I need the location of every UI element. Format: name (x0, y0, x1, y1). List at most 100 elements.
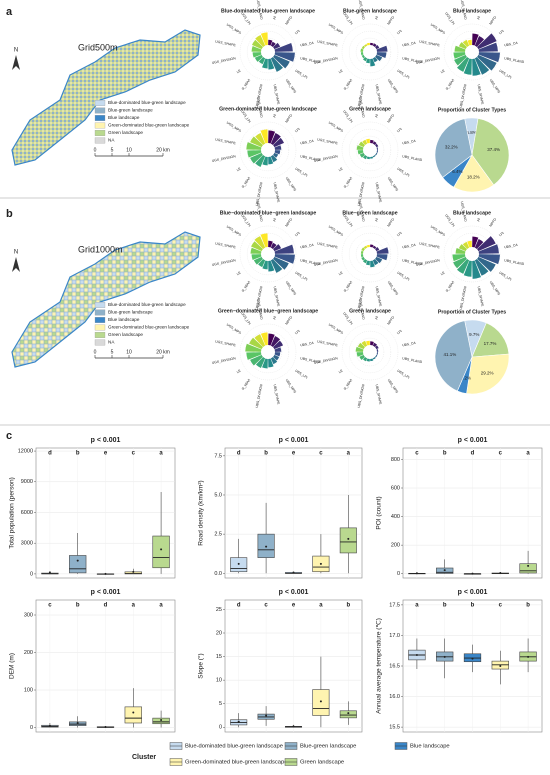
group-letter: c (48, 603, 52, 609)
radial-bar (462, 39, 470, 47)
radial-bar (372, 43, 377, 47)
radial-label: R_NDVI (241, 78, 251, 91)
radial-grid (348, 128, 392, 172)
box (519, 563, 537, 574)
pie-slice (466, 353, 510, 395)
legend-swatch (94, 100, 106, 106)
radial-bar (375, 246, 380, 252)
pie-label: 4.2% (461, 376, 471, 381)
legend-label: Green landscape (108, 130, 143, 135)
legend-label: Green-dominated blue-green landscape (108, 325, 190, 330)
radial-bar (361, 256, 365, 261)
radial-label: UBS_PLAND (402, 56, 423, 64)
group-letter: a (159, 603, 163, 609)
radial-bar (361, 45, 365, 50)
mean-point (292, 571, 295, 574)
radial-label: UBS_CA (402, 41, 417, 48)
radial-bar (268, 130, 276, 144)
radial-grid (239, 225, 297, 283)
radial-grid (355, 239, 385, 269)
radial-label: UBS_PLAND (402, 356, 423, 364)
legend-swatch (94, 332, 106, 338)
radial-label: UBS_MPS (387, 78, 400, 94)
mean-point (347, 537, 350, 540)
mean-point (104, 725, 107, 728)
panel-label: c (6, 430, 12, 442)
group-letter: e (104, 451, 108, 457)
y-tick-label: 15 (216, 654, 222, 660)
mean-point (527, 564, 530, 567)
radial-label: UGS_MPS (328, 323, 345, 336)
plot-title: p < 0.001 (91, 589, 121, 596)
pie-label: 6.4% (452, 169, 462, 174)
radial-label: UBS_MPS (285, 176, 298, 192)
radial-label: UBS_CA (300, 41, 315, 48)
pie-label: 9.7% (469, 332, 479, 337)
radial-label: R_NDVI (241, 378, 251, 391)
group-letter: b (76, 451, 80, 457)
radial-bar (362, 155, 368, 160)
radial-label: LE (236, 368, 242, 374)
y-tick-label: 3000 (21, 541, 33, 547)
radial-label: UBS_PLAND (504, 56, 525, 64)
map-title: Grid1000m (78, 244, 123, 254)
radial-bar (453, 52, 466, 59)
legend-swatch (94, 317, 106, 323)
radial-bar (362, 357, 368, 362)
y-tick-label: 600 (391, 485, 400, 491)
radial-label: LE (338, 68, 344, 74)
y-tick-label: 5.0 (214, 492, 222, 498)
radial-label: UGS_SHAPE (215, 137, 237, 145)
radial-label: LPI (498, 231, 505, 237)
legend-label: Blue landscape (108, 115, 140, 120)
radial-label: UBS_CA (402, 341, 417, 348)
legend-swatch (94, 130, 106, 136)
radial-title: Green-dominated blue-green landscape (219, 106, 317, 112)
radial-bar (270, 259, 283, 273)
box (339, 527, 357, 554)
group-letter: e (292, 451, 296, 457)
radial-bar (364, 44, 368, 47)
radial-bar (375, 256, 383, 264)
radial-bar (255, 357, 266, 369)
radial-grid (341, 323, 399, 381)
radial-bar (260, 332, 268, 346)
legend-swatch (94, 107, 106, 114)
radial-bar (375, 44, 380, 50)
radial-label: UBS_PLAND (300, 258, 321, 266)
radial-bar (359, 354, 365, 361)
legend-label: NA (108, 340, 115, 345)
radial-label: UBS_PLAND (300, 56, 321, 64)
radial-label: UBS_SHAPE (273, 84, 281, 105)
radial-label: UGS_LPI (342, 109, 353, 123)
radial-bar (477, 256, 496, 272)
radial-bar (372, 141, 377, 145)
legend-label: Green-dominated blue-green landscape (185, 760, 287, 766)
group-letter: c (319, 451, 323, 457)
radial-bar (462, 241, 470, 249)
radial-label: UBS_LPI (396, 271, 410, 282)
radial-label: MPFD (387, 15, 396, 26)
pie-label: 29.2% (481, 370, 494, 375)
legend-swatch (94, 309, 106, 316)
plot-title: p < 0.001 (458, 589, 488, 596)
group-letter: d (104, 603, 108, 609)
radial-bar (251, 46, 262, 52)
radial-bar (250, 152, 263, 164)
radial-bar (274, 52, 295, 62)
radial-bar (376, 349, 379, 352)
radial-label: LE (440, 68, 446, 74)
radial-label: UGS_MPS (226, 225, 243, 238)
radial-title: Blue-green landscape (343, 8, 397, 14)
radial-label: LE (338, 270, 344, 276)
radial-label: UGS_MPS (226, 23, 243, 36)
pie-label: 18.2% (467, 174, 480, 179)
group-letter: b (526, 603, 530, 609)
radial-bar (365, 260, 370, 266)
y-tick-label: 16.5 (389, 663, 400, 669)
mean-point (415, 654, 418, 656)
radial-bar (477, 33, 497, 50)
legend-label: NA (108, 138, 115, 143)
radial-grid (341, 23, 399, 81)
radial-title: Blue-dominated blue-green landscape (221, 8, 315, 14)
